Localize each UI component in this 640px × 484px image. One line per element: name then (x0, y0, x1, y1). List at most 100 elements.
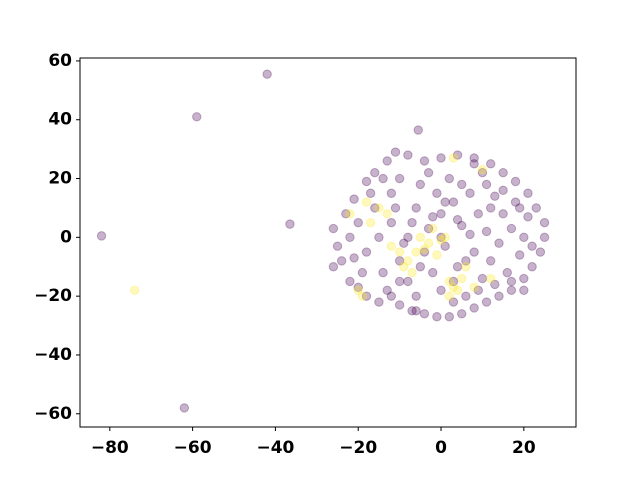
point (486, 159, 496, 169)
point (527, 241, 537, 251)
point (481, 297, 492, 307)
y-tick-label: 20 (48, 169, 72, 189)
point (444, 312, 455, 322)
point (486, 273, 496, 284)
point (349, 253, 359, 263)
point (345, 209, 355, 219)
point (428, 267, 438, 278)
point (370, 167, 380, 178)
point (457, 309, 467, 319)
point (403, 256, 413, 266)
point (469, 153, 479, 163)
point (432, 188, 442, 198)
point (510, 176, 521, 187)
point (419, 247, 430, 257)
point (411, 306, 421, 316)
point (403, 232, 413, 243)
point (353, 217, 363, 228)
point (407, 267, 417, 278)
point (341, 209, 351, 219)
point (452, 262, 463, 272)
point (469, 303, 479, 313)
point (477, 167, 488, 178)
point (432, 312, 442, 322)
point (411, 247, 421, 257)
y-tick-label: 40 (48, 110, 72, 130)
point (498, 209, 508, 219)
point (361, 291, 372, 301)
point (490, 191, 500, 201)
point (394, 300, 405, 310)
point (428, 223, 438, 234)
point (477, 273, 488, 284)
point (506, 276, 517, 287)
point (96, 231, 107, 241)
point (506, 223, 517, 234)
plot-frame (79, 57, 577, 428)
point (494, 291, 504, 301)
point (444, 276, 455, 287)
point (378, 267, 388, 278)
point (129, 285, 140, 295)
x-tick-label: 0 (435, 438, 447, 458)
point (419, 156, 430, 166)
point (457, 220, 467, 231)
point (262, 69, 272, 79)
point (448, 276, 459, 287)
point (415, 232, 426, 243)
point (403, 276, 413, 287)
point (413, 125, 423, 135)
point (461, 256, 471, 266)
point (394, 256, 405, 266)
point (365, 188, 376, 198)
point (469, 282, 479, 293)
x-tick-label: −60 (174, 438, 212, 458)
point (539, 217, 550, 228)
point (411, 291, 421, 301)
point (386, 291, 397, 301)
point (179, 403, 190, 413)
point (370, 203, 380, 213)
point (345, 232, 355, 243)
point (419, 309, 430, 319)
point (490, 279, 500, 290)
point (361, 176, 372, 187)
point (535, 247, 546, 257)
point (469, 159, 479, 169)
point (423, 167, 434, 178)
y-tick-label: 60 (48, 51, 72, 71)
point (374, 203, 384, 213)
y-tick-label: −40 (34, 345, 72, 365)
point (457, 179, 467, 190)
point (510, 197, 521, 207)
point (514, 203, 525, 213)
point (473, 209, 483, 219)
point (357, 291, 368, 301)
point (382, 285, 392, 295)
point (415, 262, 426, 272)
point (361, 247, 372, 257)
point (527, 262, 537, 272)
point (407, 217, 417, 228)
point (353, 282, 363, 293)
y-tick-label: 0 (60, 227, 72, 247)
point (361, 197, 372, 207)
x-tick-label: 20 (512, 438, 536, 458)
point (448, 197, 459, 207)
point (428, 212, 438, 222)
point (486, 203, 496, 213)
point (519, 285, 529, 295)
point (465, 188, 475, 198)
point (345, 276, 355, 287)
point (374, 297, 384, 307)
point (465, 229, 475, 240)
point (192, 112, 202, 122)
point (353, 285, 363, 295)
point (357, 267, 368, 278)
point (448, 153, 459, 163)
point (394, 173, 405, 184)
point (349, 194, 359, 204)
point (448, 297, 459, 307)
point (365, 217, 376, 228)
